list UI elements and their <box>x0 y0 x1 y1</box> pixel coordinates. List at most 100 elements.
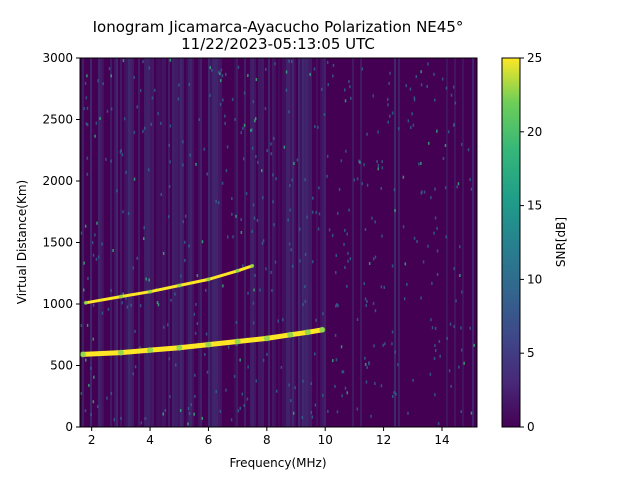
heatmap-speck <box>463 361 465 365</box>
heatmap-speck <box>195 162 197 166</box>
heatmap-speck <box>326 60 329 64</box>
heatmap-speck <box>447 130 450 134</box>
heatmap-speck <box>266 352 268 356</box>
heatmap-speck <box>364 362 367 366</box>
heatmap-speck <box>227 235 229 239</box>
heatmap-speck <box>395 392 397 396</box>
heatmap-speck <box>377 167 379 171</box>
heatmap-speck <box>338 187 341 191</box>
heatmap-speck <box>301 416 304 419</box>
heatmap-speck <box>350 96 352 100</box>
heatmap-speck <box>96 221 98 225</box>
heatmap-speck <box>370 414 372 418</box>
heatmap-speck <box>299 259 301 263</box>
heatmap-speck <box>346 232 348 236</box>
heatmap-speck <box>336 410 339 414</box>
heatmap-speck <box>439 354 441 358</box>
heatmap-speck <box>359 160 361 164</box>
heatmap-speck <box>391 342 393 346</box>
heatmap-band <box>156 58 158 427</box>
heatmap-speck <box>349 257 352 261</box>
heatmap-speck <box>416 240 418 243</box>
heatmap-speck <box>94 134 96 138</box>
heatmap-speck <box>420 162 422 165</box>
heatmap-band <box>138 58 140 427</box>
heatmap-speck <box>231 97 234 101</box>
heatmap-speck <box>272 200 274 204</box>
heatmap-speck <box>112 249 114 252</box>
heatmap-speck <box>110 107 113 111</box>
heatmap-speck <box>412 378 414 382</box>
heatmap-speck <box>170 298 172 302</box>
heatmap-speck <box>436 226 438 230</box>
heatmap-speck <box>434 216 437 220</box>
heatmap-speck <box>259 288 261 292</box>
heatmap-speck <box>116 189 118 193</box>
heatmap-speck <box>397 127 400 131</box>
heatmap-speck <box>231 212 233 216</box>
heatmap-speck <box>272 173 274 177</box>
heatmap-speck <box>336 303 338 307</box>
heatmap-band <box>160 58 162 427</box>
heatmap-speck <box>134 329 136 333</box>
heatmap-speck <box>148 278 150 282</box>
heatmap-band <box>324 58 326 427</box>
heatmap-speck <box>255 155 257 158</box>
heatmap-speck <box>436 249 439 253</box>
heatmap-speck <box>250 128 252 132</box>
heatmap-speck <box>311 210 314 214</box>
heatmap-speck <box>344 228 346 232</box>
heatmap-band <box>176 58 178 427</box>
heatmap-speck <box>162 252 165 255</box>
heatmap-speck <box>222 98 224 102</box>
heatmap-speck <box>314 403 317 407</box>
heatmap-speck <box>203 147 205 151</box>
heatmap-speck <box>168 143 170 147</box>
echo-trace-point <box>118 294 123 299</box>
heatmap-speck <box>393 188 396 192</box>
heatmap-band <box>162 58 164 427</box>
heatmap-speck <box>456 185 458 189</box>
heatmap-band <box>110 58 112 427</box>
echo-trace-point <box>304 329 311 336</box>
heatmap-speck <box>225 169 228 173</box>
heatmap-speck <box>222 284 224 288</box>
heatmap-speck <box>346 391 348 395</box>
heatmap-speck <box>247 74 249 77</box>
heatmap-speck <box>444 144 447 147</box>
heatmap-speck <box>450 93 453 97</box>
heatmap-speck <box>282 318 284 322</box>
heatmap-speck <box>441 77 444 81</box>
heatmap-band <box>120 58 122 427</box>
heatmap-speck <box>88 383 90 387</box>
heatmap-speck <box>136 256 138 260</box>
heatmap-speck <box>187 422 189 426</box>
heatmap-band <box>146 58 148 427</box>
heatmap-speck <box>252 301 255 305</box>
heatmap-speck <box>106 396 108 400</box>
heatmap-speck <box>221 181 224 185</box>
heatmap-speck <box>335 358 338 362</box>
heatmap-band <box>274 58 276 427</box>
heatmap-band <box>208 58 210 427</box>
heatmap-speck <box>270 270 272 274</box>
heatmap-speck <box>235 320 238 324</box>
heatmap-band <box>352 58 354 427</box>
heatmap-speck <box>182 220 184 224</box>
heatmap-speck <box>160 121 162 125</box>
heatmap-speck <box>196 322 199 325</box>
heatmap-speck <box>252 146 254 150</box>
heatmap-speck <box>457 182 460 186</box>
heatmap-speck <box>157 303 160 307</box>
heatmap-speck <box>473 343 475 347</box>
heatmap-speck <box>273 137 275 140</box>
heatmap-speck <box>139 89 142 93</box>
heatmap-band <box>360 58 362 427</box>
heatmap-speck <box>162 412 164 416</box>
heatmap-speck <box>345 149 347 153</box>
heatmap-speck <box>446 336 448 340</box>
heatmap-speck <box>163 325 165 329</box>
heatmap-speck <box>364 297 367 301</box>
colorbar-tick-label: 0 <box>527 420 535 434</box>
heatmap-speck <box>252 203 255 207</box>
